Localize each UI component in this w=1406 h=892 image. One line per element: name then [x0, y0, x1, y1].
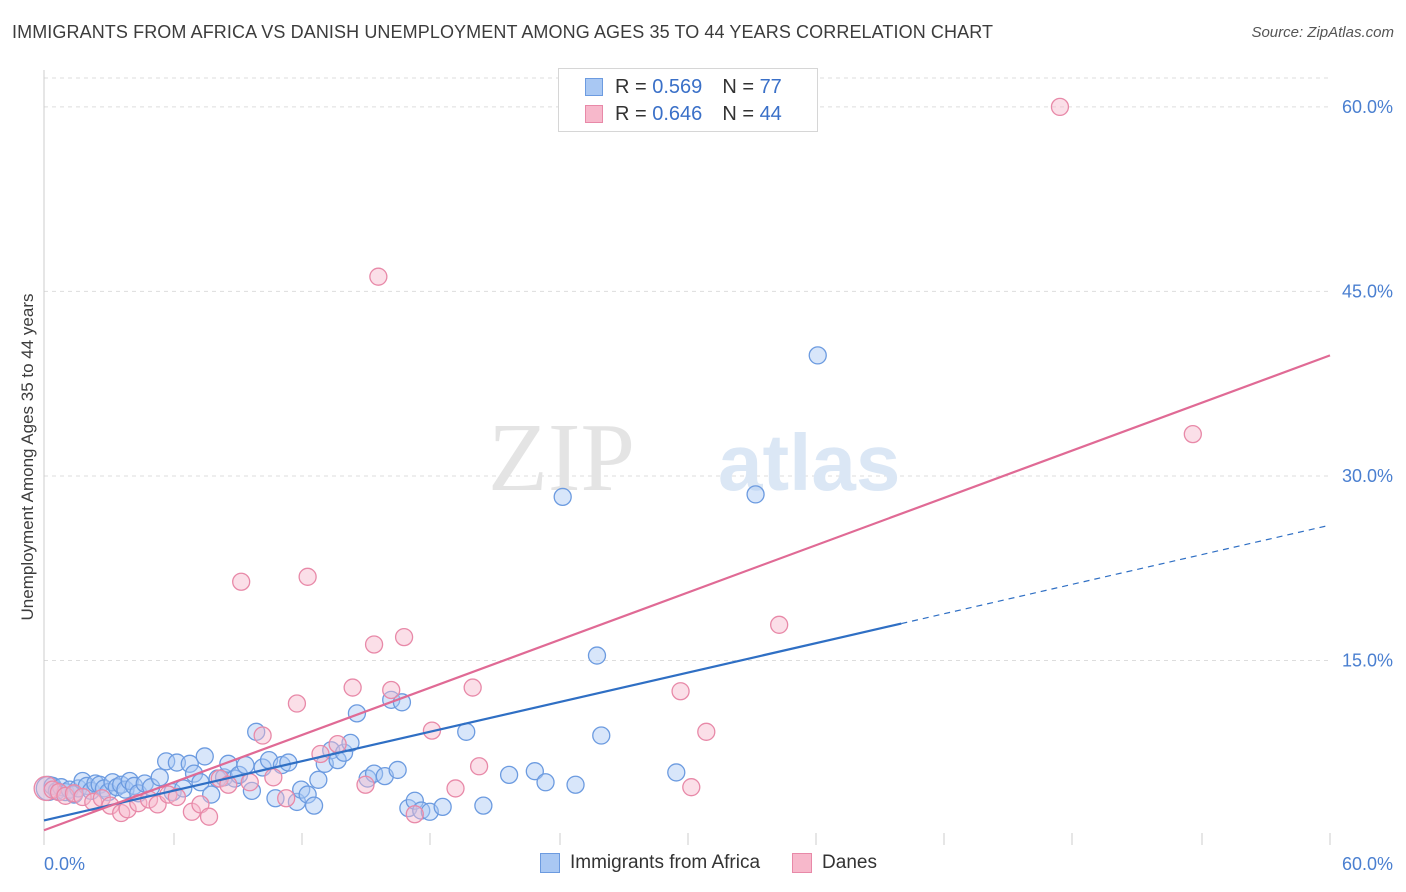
point-danes [328, 734, 347, 754]
legend-r-label: R = [615, 75, 647, 98]
watermark-zip: ZIP [488, 404, 635, 512]
point-danes [469, 757, 489, 776]
bottom-legend-swatch-immigrants [540, 853, 560, 873]
tick-labels: 15.0% 30.0% 45.0% 60.0% 0.0% 60.0% [44, 97, 1393, 874]
point-danes [682, 778, 701, 797]
y-tick-label: 15.0% [1342, 650, 1393, 670]
bottom-legend: Immigrants from Africa Danes [540, 852, 909, 874]
trend-line-immigrants-extension [901, 524, 1331, 625]
point-immigrants [592, 726, 611, 745]
trend-line-danes [43, 354, 1331, 832]
point-danes [73, 787, 92, 807]
point-immigrants [746, 485, 765, 504]
point-immigrants [304, 796, 324, 815]
point-danes [1050, 97, 1070, 117]
point-danes [219, 775, 238, 794]
axes [43, 70, 1331, 845]
y-tick-label: 60.0% [1342, 97, 1393, 117]
point-danes [287, 694, 307, 713]
y-tick-label: 45.0% [1342, 281, 1393, 301]
point-danes [253, 726, 272, 745]
y-tick-label: 30.0% [1342, 466, 1393, 486]
legend-r-value: 0.646 [652, 102, 703, 125]
point-danes [405, 805, 424, 824]
point-danes [369, 267, 388, 286]
x-tick-label: 60.0% [1342, 854, 1393, 874]
point-danes [311, 744, 330, 764]
source-label: Source: ZipAtlas.com [1251, 24, 1394, 41]
legend-swatch-danes [585, 105, 603, 123]
point-danes [382, 680, 401, 700]
point-immigrants [808, 346, 827, 365]
point-immigrants [298, 785, 317, 804]
point-danes [240, 773, 259, 792]
watermark: ZIP atlas [488, 404, 900, 512]
point-immigrants [195, 747, 214, 766]
point-danes [33, 775, 59, 802]
chart-title: IMMIGRANTS FROM AFRICA VS DANISH UNEMPLO… [12, 22, 994, 42]
point-immigrants [499, 765, 519, 785]
point-immigrants [180, 754, 199, 773]
point-immigrants [553, 487, 572, 507]
legend-n-label: N = [722, 102, 754, 125]
trend-lines [43, 354, 1331, 832]
point-immigrants [347, 704, 367, 723]
legend-n-value: 77 [759, 75, 782, 98]
point-danes [277, 789, 296, 808]
bottom-legend-immigrants[interactable]: Immigrants from Africa [540, 852, 760, 874]
point-danes [446, 779, 465, 798]
bottom-legend-danes[interactable]: Danes [792, 852, 877, 874]
grid-lines [44, 77, 1330, 661]
point-danes [770, 615, 789, 634]
point-immigrants [328, 750, 347, 770]
data-points [33, 97, 1202, 826]
point-immigrants [667, 763, 686, 782]
point-danes [264, 768, 283, 787]
x-tick-label: 0.0% [44, 854, 85, 874]
point-immigrants [388, 760, 407, 780]
legend-r-value: 0.569 [652, 75, 703, 98]
point-danes [394, 627, 414, 647]
bottom-legend-swatch-danes [792, 853, 813, 873]
point-danes [343, 678, 362, 697]
point-danes [697, 722, 716, 741]
watermark-atlas: atlas [718, 418, 900, 507]
point-immigrants [405, 791, 424, 810]
point-immigrants [433, 797, 452, 817]
bottom-legend-label-immigrants: Immigrants from Africa [570, 852, 761, 873]
legend-n-label: N = [722, 75, 754, 98]
point-danes [298, 567, 317, 586]
legend-row-immigrants: R = 0.569 N = 77 [585, 74, 782, 100]
point-danes [199, 807, 219, 826]
bottom-legend-label-danes: Danes [822, 852, 877, 873]
point-immigrants [150, 768, 169, 787]
point-danes [167, 787, 187, 807]
point-immigrants [525, 762, 544, 781]
point-immigrants [266, 789, 285, 808]
legend-swatch-immigrants [585, 78, 603, 96]
legend-r-label: R = [615, 102, 647, 125]
point-immigrants [536, 773, 555, 792]
legend-n-value: 44 [759, 102, 782, 125]
point-immigrants [474, 796, 493, 815]
point-immigrants [587, 646, 607, 665]
legend: R = 0.569 N = 77 R = 0.646 N = 44 [558, 68, 818, 132]
legend-row-danes: R = 0.646 N = 44 [585, 101, 782, 127]
point-danes [463, 678, 482, 697]
point-danes [1183, 424, 1202, 444]
point-danes [232, 572, 251, 591]
point-danes [671, 682, 690, 701]
point-immigrants [309, 770, 328, 789]
point-immigrants [566, 775, 585, 794]
point-danes [364, 635, 384, 654]
trend-line-immigrants [43, 622, 902, 822]
point-danes [356, 775, 375, 794]
